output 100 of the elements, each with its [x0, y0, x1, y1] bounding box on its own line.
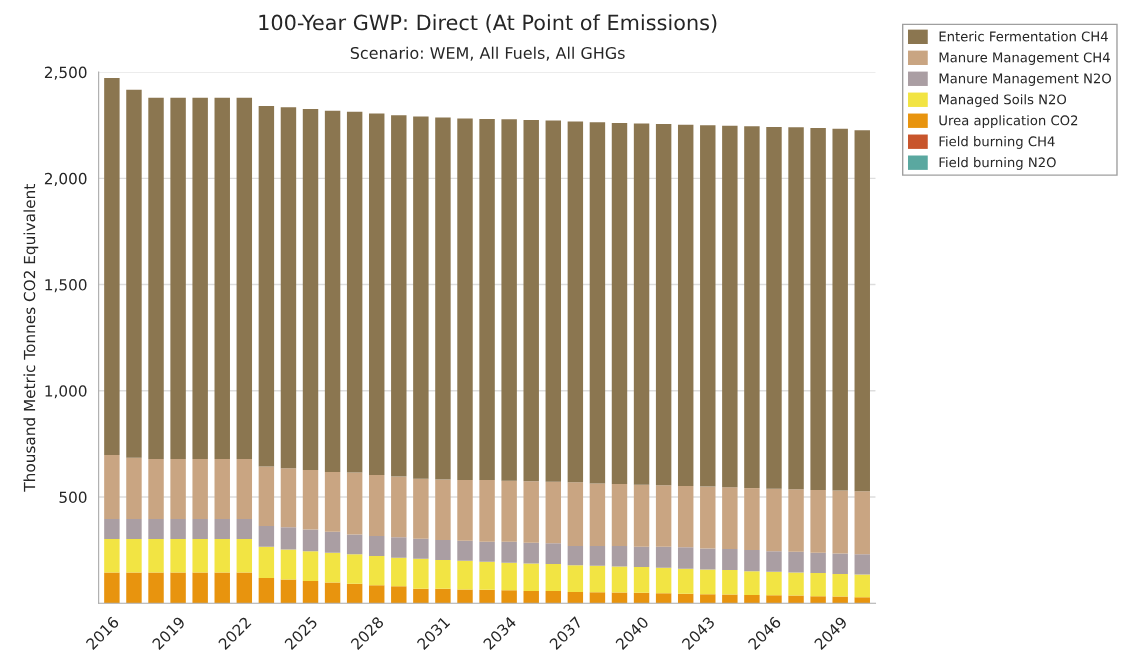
bar [722, 594, 738, 604]
bar [633, 592, 650, 604]
bar [170, 519, 186, 540]
bar [810, 573, 826, 597]
bar [744, 126, 760, 489]
bar [324, 582, 341, 604]
bar [766, 571, 782, 596]
bar [280, 549, 297, 580]
y-tick-label: 500 [59, 491, 87, 504]
bar [391, 537, 407, 558]
bar [677, 124, 694, 486]
bar [214, 97, 230, 459]
legend-label: Field burning CH4 [939, 136, 1055, 149]
bar [126, 89, 142, 458]
bar [369, 536, 385, 557]
bar [369, 474, 385, 537]
bar [854, 130, 870, 492]
bar [104, 572, 120, 604]
bar [810, 489, 826, 553]
bar [302, 470, 319, 530]
bar [854, 597, 870, 604]
legend-label: Enteric Fermentation CH4 [939, 31, 1108, 42]
bar [854, 554, 870, 575]
bar [148, 519, 164, 540]
bar [236, 458, 253, 520]
bar [722, 570, 738, 595]
bar [832, 553, 848, 574]
bar [655, 567, 672, 594]
bar [170, 539, 186, 573]
bar [302, 580, 319, 604]
bar [280, 527, 297, 550]
bar [589, 122, 606, 484]
bar [148, 458, 164, 520]
bar [126, 457, 142, 520]
bar [236, 572, 253, 604]
bar [170, 572, 186, 604]
bar [302, 108, 319, 471]
bar [324, 110, 341, 472]
bar [744, 571, 760, 595]
bar [413, 538, 429, 559]
bar [589, 483, 606, 547]
bar [148, 97, 164, 459]
bar [324, 552, 341, 583]
bar [501, 590, 517, 604]
bar [214, 519, 230, 540]
bar [214, 572, 230, 604]
bar [501, 562, 517, 591]
bar [236, 519, 253, 540]
bar [148, 539, 164, 573]
bar [832, 573, 848, 597]
bar [302, 551, 319, 581]
bar [104, 454, 120, 520]
bar [677, 547, 694, 569]
bar [457, 118, 473, 480]
bar [280, 468, 297, 528]
bar [236, 97, 253, 459]
bar [589, 592, 606, 604]
bar [810, 552, 826, 574]
bar [545, 543, 562, 564]
bar [258, 526, 275, 547]
bar [457, 589, 473, 604]
bar [435, 540, 451, 561]
bar [501, 480, 517, 542]
y-tick-label: 1,000 [45, 385, 87, 399]
bar [126, 572, 142, 604]
bar [633, 123, 650, 485]
bar [435, 117, 451, 480]
bar [744, 488, 760, 551]
bar [346, 534, 363, 555]
bar [677, 568, 694, 594]
legend-label: Manure Management N2O [939, 73, 1111, 86]
bar [258, 546, 275, 578]
bar [567, 565, 584, 592]
bar [302, 529, 319, 552]
chart-title: 100-Year GWP: Direct (At Point of Emissions) [259, 14, 717, 33]
bar [611, 592, 628, 604]
bar [633, 546, 650, 567]
bar [435, 560, 451, 589]
bar [633, 566, 650, 593]
bar [677, 485, 694, 548]
bar [788, 551, 804, 573]
bar [700, 594, 716, 604]
bar [611, 566, 628, 593]
legend-label: Managed Soils N2O [939, 94, 1067, 107]
bar [104, 519, 120, 540]
bar [633, 484, 650, 547]
bar [722, 125, 738, 488]
bar [832, 596, 848, 604]
bar [545, 481, 562, 544]
bar [523, 481, 539, 543]
bar [589, 546, 606, 566]
bar [346, 472, 363, 535]
bar [369, 556, 385, 586]
bar [413, 478, 429, 539]
bar [236, 539, 253, 573]
bar [788, 489, 804, 552]
bar [104, 539, 120, 573]
bar [479, 589, 495, 604]
bar [479, 541, 495, 562]
bar [788, 127, 804, 490]
